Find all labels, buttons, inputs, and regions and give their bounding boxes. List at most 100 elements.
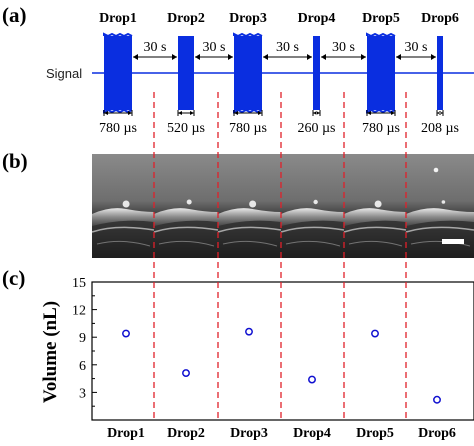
droplet <box>374 200 382 208</box>
data-point-Drop6 <box>433 395 441 404</box>
photo-frame-2 <box>153 199 219 247</box>
droplet <box>186 199 192 205</box>
y-tick-label: 15 <box>72 276 86 291</box>
y-axis: 3 6 9 12 15 <box>72 276 97 407</box>
reflection-streak <box>410 240 471 247</box>
reflection-streak <box>285 240 341 247</box>
photo-background <box>92 154 474 258</box>
pulse-3: Drop3 780 µs <box>229 11 267 136</box>
pulse-duration: 208 µs <box>421 121 459 136</box>
pulse-bar <box>313 36 320 110</box>
droplet <box>122 200 130 208</box>
pulse-6: Drop6 208 µs <box>421 11 459 136</box>
y-tick-label: 3 <box>79 386 86 401</box>
reflection-streak <box>96 240 151 247</box>
substrate-edge <box>154 208 218 226</box>
x-axis: Drop1 Drop2 Drop3 Drop4 Drop5 Drop6 <box>107 426 456 441</box>
pulse-label: Drop5 <box>362 11 400 26</box>
pulse-bottom-edge <box>103 108 133 114</box>
stage-dividers <box>153 92 407 420</box>
duration-arrowheads <box>178 111 194 115</box>
data-point-Drop4 <box>308 375 316 384</box>
x-tick-label: Drop5 <box>356 426 394 441</box>
y-tick-label: 12 <box>72 304 86 319</box>
data-point-Drop5 <box>371 329 379 338</box>
scale-bar <box>442 239 464 244</box>
reflection-streak <box>222 240 278 247</box>
plot-frame <box>91 281 474 421</box>
reflection-streak <box>343 226 407 233</box>
pulse-label: Drop4 <box>298 11 336 26</box>
pulse-top-edge <box>366 32 396 38</box>
pulse-5: Drop5 780 µs <box>362 11 400 136</box>
pulse-4: Drop4 260 µs <box>297 11 335 136</box>
signal-label: Signal <box>46 66 82 81</box>
interval-1: 30 s <box>133 40 177 60</box>
reflection-streak <box>280 226 345 233</box>
pulse-duration: 780 µs <box>99 121 137 136</box>
pulse-label: Drop3 <box>229 11 267 26</box>
reflection-streak <box>153 226 219 233</box>
pulse-label: Drop6 <box>421 11 459 26</box>
reflection-streak <box>348 240 403 247</box>
pulse-bar <box>367 36 395 110</box>
x-tick-label: Drop1 <box>107 426 145 441</box>
pulse-top-edge <box>233 32 263 38</box>
pulse-bar <box>234 36 262 110</box>
substrate-edge <box>281 208 344 226</box>
interval-2: 30 s <box>195 40 233 60</box>
y-tick-label: 9 <box>79 331 86 346</box>
interval-arrowheads <box>263 54 312 60</box>
photo-frame-4 <box>280 199 345 247</box>
interval-label: 30 s <box>276 40 299 55</box>
y-tick-label: 6 <box>79 359 86 374</box>
duration-arrowheads <box>437 111 443 115</box>
pulse-bar <box>104 36 132 110</box>
data-point-Drop1 <box>122 329 130 338</box>
interval-3: 30 s <box>263 40 312 60</box>
panel-label-a: (a) <box>2 3 27 27</box>
x-tick-label: Drop2 <box>167 426 205 441</box>
interval-arrowheads <box>133 54 177 60</box>
interval-label: 30 s <box>203 40 226 55</box>
droplet <box>441 200 446 204</box>
photo-frame-1 <box>91 200 155 247</box>
droplet <box>249 200 257 208</box>
pulse-timing-diagram: Signal Drop1 780 µs Drop2 520 µs Drop3 780 µs… <box>46 11 474 136</box>
pulse-label: Drop2 <box>167 11 205 26</box>
pulse-duration: 520 µs <box>167 121 205 136</box>
pulse-bottom-edge <box>366 108 396 114</box>
pulse-top-edge <box>103 32 133 38</box>
droplet-image-strip <box>91 154 474 258</box>
pulse-bottom-edge <box>233 108 263 114</box>
pulse-duration: 260 µs <box>297 121 335 136</box>
substrate-edge <box>92 208 154 226</box>
interval-arrowheads <box>321 54 366 60</box>
interval-label: 30 s <box>332 40 355 55</box>
y-axis-title: Volume (nL) <box>40 301 61 403</box>
reflection-streak <box>405 226 474 233</box>
reflection-streak <box>217 226 282 233</box>
pulse-duration: 780 µs <box>362 121 400 136</box>
panel-label-c: (c) <box>2 266 25 290</box>
duration-arrowheads <box>313 111 320 115</box>
x-tick-label: Drop6 <box>418 426 456 441</box>
x-tick-label: Drop4 <box>293 426 331 441</box>
pulse-bar <box>437 36 443 110</box>
panel-label-b: (b) <box>2 149 28 173</box>
interval-5: 30 s <box>396 40 436 60</box>
data-points <box>122 327 441 404</box>
droplet-in-flight <box>433 167 439 173</box>
pulse-bar <box>178 36 194 110</box>
photo-frame-6 <box>405 200 474 247</box>
reflection-streak <box>91 226 155 233</box>
x-tick-label: Drop3 <box>230 426 268 441</box>
interval-4: 30 s <box>321 40 366 60</box>
photo-frame-5 <box>343 200 407 247</box>
substrate-edge <box>218 208 281 226</box>
pulse-label: Drop1 <box>99 11 137 26</box>
substrate-edge <box>406 208 474 226</box>
data-point-Drop2 <box>182 369 190 378</box>
